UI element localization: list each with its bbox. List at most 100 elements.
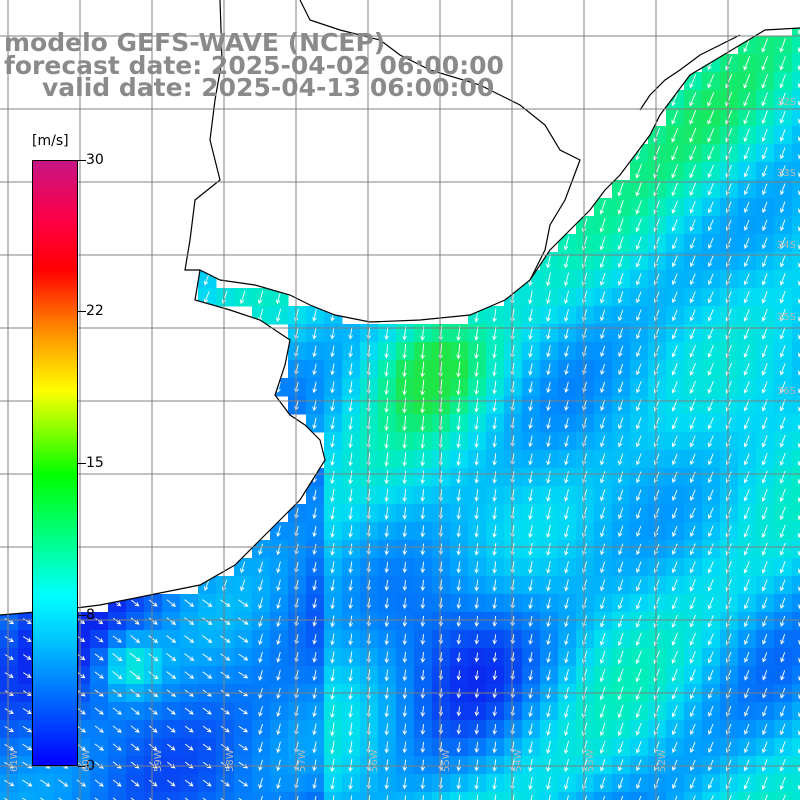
wind-arrow xyxy=(564,345,569,358)
wind-arrow xyxy=(312,580,317,591)
wind-arrow xyxy=(350,795,353,800)
wind-arrow xyxy=(386,795,389,800)
wind-arrow xyxy=(671,363,678,376)
wind-arrow xyxy=(384,669,390,682)
wind-arrow xyxy=(314,795,317,800)
wind-arrow xyxy=(258,705,263,717)
wind-arrow xyxy=(148,707,158,715)
lat-label: 36S xyxy=(776,386,796,397)
wind-arrow xyxy=(456,525,462,538)
wind-arrow xyxy=(725,507,732,520)
wind-arrow xyxy=(546,758,551,773)
wind-arrow xyxy=(420,452,425,467)
wind-arrow xyxy=(636,489,642,502)
wind-arrow xyxy=(276,669,281,681)
wind-arrow xyxy=(257,290,264,305)
wind-arrow xyxy=(528,363,533,376)
wind-arrow xyxy=(671,128,679,143)
wind-arrow xyxy=(77,671,86,679)
wind-arrow xyxy=(184,725,194,733)
wind-arrow xyxy=(40,779,51,787)
wind-arrow xyxy=(456,434,461,449)
wind-arrow xyxy=(238,779,249,787)
wind-arrow xyxy=(635,345,642,358)
wind-arrow xyxy=(330,381,335,394)
wind-arrow xyxy=(238,653,249,661)
wind-arrow xyxy=(420,633,426,645)
wind-arrow xyxy=(456,416,461,431)
wind-arrow xyxy=(780,615,786,627)
wind-arrow xyxy=(780,634,786,645)
wind-arrow xyxy=(348,434,353,449)
wind-arrow xyxy=(564,363,569,376)
wind-arrow xyxy=(130,779,140,787)
wind-arrow xyxy=(546,453,551,466)
wind-arrow xyxy=(330,561,335,574)
wind-arrow xyxy=(635,218,642,233)
wind-arrow xyxy=(689,561,696,574)
wind-arrow xyxy=(402,579,408,592)
wind-arrow xyxy=(689,327,696,340)
wind-arrow xyxy=(474,416,479,431)
wind-arrow xyxy=(546,579,551,592)
wind-arrow xyxy=(112,653,123,662)
wind-arrow xyxy=(22,779,33,787)
wind-arrow xyxy=(707,651,714,664)
wind-arrow xyxy=(528,417,533,430)
lon-label: 54W xyxy=(513,749,524,772)
wind-arrow xyxy=(348,452,353,467)
wind-cell xyxy=(756,792,775,800)
wind-cell xyxy=(792,72,800,91)
wind-arrow xyxy=(779,524,786,538)
wind-arrow xyxy=(420,579,426,592)
wind-cell xyxy=(108,792,127,800)
wind-arrow xyxy=(761,255,768,268)
wind-arrow xyxy=(474,434,479,449)
wind-arrow xyxy=(312,363,317,376)
wind-arrow xyxy=(746,794,750,800)
lon-label: 52W xyxy=(657,749,668,772)
wind-arrow xyxy=(743,92,751,107)
wind-arrow xyxy=(476,794,479,800)
wind-arrow xyxy=(185,761,194,769)
wind-arrow xyxy=(618,777,624,790)
wind-arrow xyxy=(761,741,768,754)
wind-cell xyxy=(324,792,343,800)
wind-arrow xyxy=(653,723,660,736)
wind-arrow xyxy=(707,759,714,772)
wind-arrow xyxy=(420,489,426,502)
wind-arrow xyxy=(258,543,264,556)
wind-arrow xyxy=(456,343,461,360)
wind-arrow xyxy=(618,489,624,502)
wind-arrow xyxy=(219,617,231,625)
wind-arrow xyxy=(779,561,786,574)
wind-arrow xyxy=(599,218,606,233)
wind-arrow xyxy=(528,561,533,574)
wind-arrow xyxy=(166,707,176,715)
wind-arrow xyxy=(166,653,177,662)
wind-arrow xyxy=(761,561,768,574)
wind-arrow xyxy=(312,327,317,340)
wind-arrow xyxy=(348,615,353,628)
wind-arrow xyxy=(148,725,158,733)
wind-arrow xyxy=(384,777,390,790)
state-border xyxy=(299,0,581,281)
wind-arrow xyxy=(671,705,678,718)
wind-arrow xyxy=(22,725,32,733)
wind-arrow xyxy=(618,507,624,520)
wind-arrow xyxy=(656,795,660,800)
wind-arrow xyxy=(130,635,141,644)
wind-arrow xyxy=(617,218,624,233)
wind-arrow xyxy=(166,797,171,800)
wind-arrow xyxy=(220,671,231,679)
wind-arrow xyxy=(312,759,317,772)
wind-arrow xyxy=(384,507,389,520)
wind-arrow xyxy=(635,291,642,304)
wind-arrow xyxy=(530,794,533,800)
wind-arrow xyxy=(725,291,732,304)
wind-arrow xyxy=(22,618,32,625)
wind-arrow xyxy=(564,417,569,430)
wind-arrow xyxy=(707,579,714,592)
wind-arrow xyxy=(671,345,678,358)
wind-arrow xyxy=(276,579,281,592)
